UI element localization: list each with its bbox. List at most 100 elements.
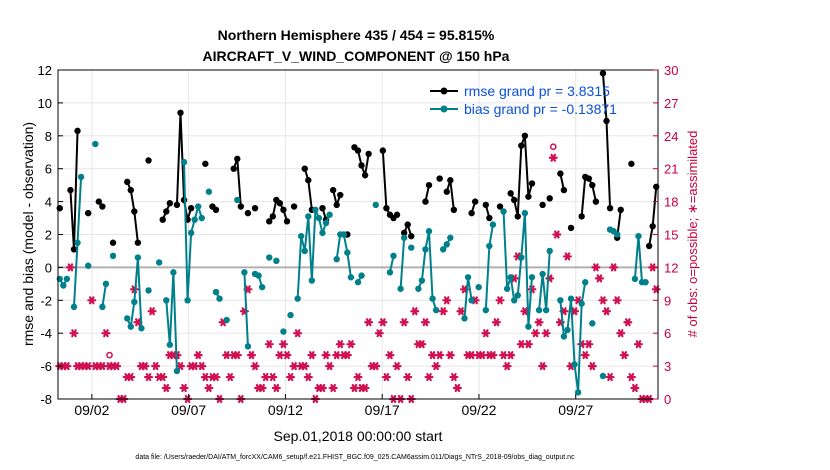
series-point	[131, 208, 138, 215]
obs-assimilated-stroke	[443, 296, 450, 305]
series-point	[184, 297, 191, 304]
series-point	[631, 275, 639, 283]
series-point	[305, 177, 312, 184]
obs-assimilated-stroke	[177, 362, 184, 371]
series-point	[511, 297, 518, 304]
series-point	[436, 175, 443, 182]
obs-assimilated-marker	[456, 307, 466, 316]
obs-assimilated-marker	[151, 362, 161, 371]
obs-assimilated-stroke	[252, 362, 258, 371]
series-point	[606, 204, 614, 212]
obs-assimilated-stroke	[483, 329, 489, 338]
series-point	[422, 198, 429, 205]
series-point	[67, 186, 74, 194]
obs-assimilated-stroke	[458, 307, 464, 316]
obs-assimilated-marker	[179, 383, 189, 393]
obs-assimilated-stroke	[632, 383, 638, 393]
series-point	[74, 239, 81, 246]
obs-assimilated-stroke	[585, 340, 592, 349]
series-point	[134, 239, 142, 246]
series-point	[84, 209, 92, 217]
obs-assimilated-stroke	[206, 383, 212, 393]
y-tick-label: -8	[40, 392, 52, 407]
y-tick-label: 10	[38, 96, 52, 111]
series-point	[251, 204, 259, 212]
obs-assimilated-marker	[651, 285, 661, 294]
obs-assimilated-stroke	[610, 263, 617, 272]
obs-assimilated-stroke	[88, 296, 95, 305]
obs-assimilated-stroke	[326, 362, 333, 371]
y-right-tick-label: 3	[664, 359, 671, 374]
obs-assimilated-stroke	[412, 307, 418, 316]
series-point	[649, 223, 656, 230]
obs-assimilated-stroke	[181, 383, 187, 393]
obs-assimilated-marker	[278, 340, 288, 349]
series-point	[546, 195, 553, 202]
series-point	[187, 229, 195, 237]
series-point	[337, 191, 344, 199]
series-point	[429, 295, 436, 302]
obs-assimilated-marker	[246, 351, 256, 360]
obs-assimilated-marker	[321, 351, 331, 360]
obs-assimilated-marker	[580, 351, 590, 360]
obs-assimilated-marker	[317, 383, 327, 393]
series-point	[127, 186, 134, 194]
series-point	[294, 295, 301, 302]
series-point	[599, 372, 607, 380]
obs-assimilated-stroke	[550, 153, 557, 162]
series-point	[514, 213, 521, 220]
legend: rmse grand pr = 3.8315 bias grand pr = -…	[430, 83, 617, 117]
obs-assimilated-stroke	[103, 329, 109, 338]
obs-assimilated-stroke	[380, 318, 386, 327]
obs-assimilated-stroke	[625, 318, 631, 327]
obs-assimilated-stroke	[291, 362, 297, 371]
obs-assimilated-stroke	[504, 362, 510, 371]
obs-assimilated-marker	[442, 296, 452, 305]
series-point	[95, 198, 103, 205]
series-point	[422, 246, 429, 253]
y-tick-label: 4	[45, 195, 52, 210]
obs-assimilated-marker	[147, 307, 157, 316]
obs-assimilated-stroke	[362, 383, 368, 393]
obs-assimilated-stroke	[497, 296, 503, 305]
obs-assimilated-marker	[594, 274, 604, 283]
obs-assimilated-stroke	[564, 252, 571, 261]
series-point	[301, 247, 308, 255]
obs-assimilated-marker	[495, 296, 505, 305]
series-point	[273, 257, 280, 265]
obs-assimilated-marker	[506, 351, 516, 360]
series-point	[170, 269, 177, 276]
obs-assimilated-stroke	[493, 318, 500, 327]
series-point	[475, 283, 482, 291]
series-point	[518, 142, 525, 149]
series-point	[539, 270, 546, 278]
obs-assimilated-marker	[403, 373, 413, 382]
obs-assimilated-marker	[275, 351, 285, 360]
obs-assimilated-stroke	[589, 362, 596, 371]
y-tick-label: 12	[38, 63, 52, 78]
series-point	[354, 279, 362, 286]
series-point	[372, 201, 379, 209]
obs-assimilated-stroke	[522, 307, 528, 316]
series-point	[645, 242, 653, 250]
obs-assimilated-stroke	[479, 351, 486, 360]
obs-assimilated-stroke	[319, 383, 326, 393]
obs-assimilated-stroke	[355, 373, 361, 382]
series-point	[77, 173, 85, 181]
obs-assimilated-stroke	[149, 307, 155, 316]
series-point	[198, 214, 205, 222]
obs-assimilated-stroke	[202, 373, 209, 382]
y-right-tick-label: 9	[664, 293, 671, 308]
series-point	[237, 203, 245, 210]
series-point	[383, 204, 390, 212]
series-line-segment	[243, 272, 249, 347]
obs-assimilated-marker	[488, 351, 498, 360]
series-point	[266, 254, 273, 261]
series-point	[333, 201, 340, 209]
obs-assimilated-stroke	[653, 285, 660, 294]
series-point	[361, 172, 369, 179]
obs-assimilated-stroke	[294, 329, 301, 338]
obs-assimilated-stroke	[262, 373, 269, 382]
series-point	[390, 252, 397, 260]
series-point	[70, 246, 78, 253]
